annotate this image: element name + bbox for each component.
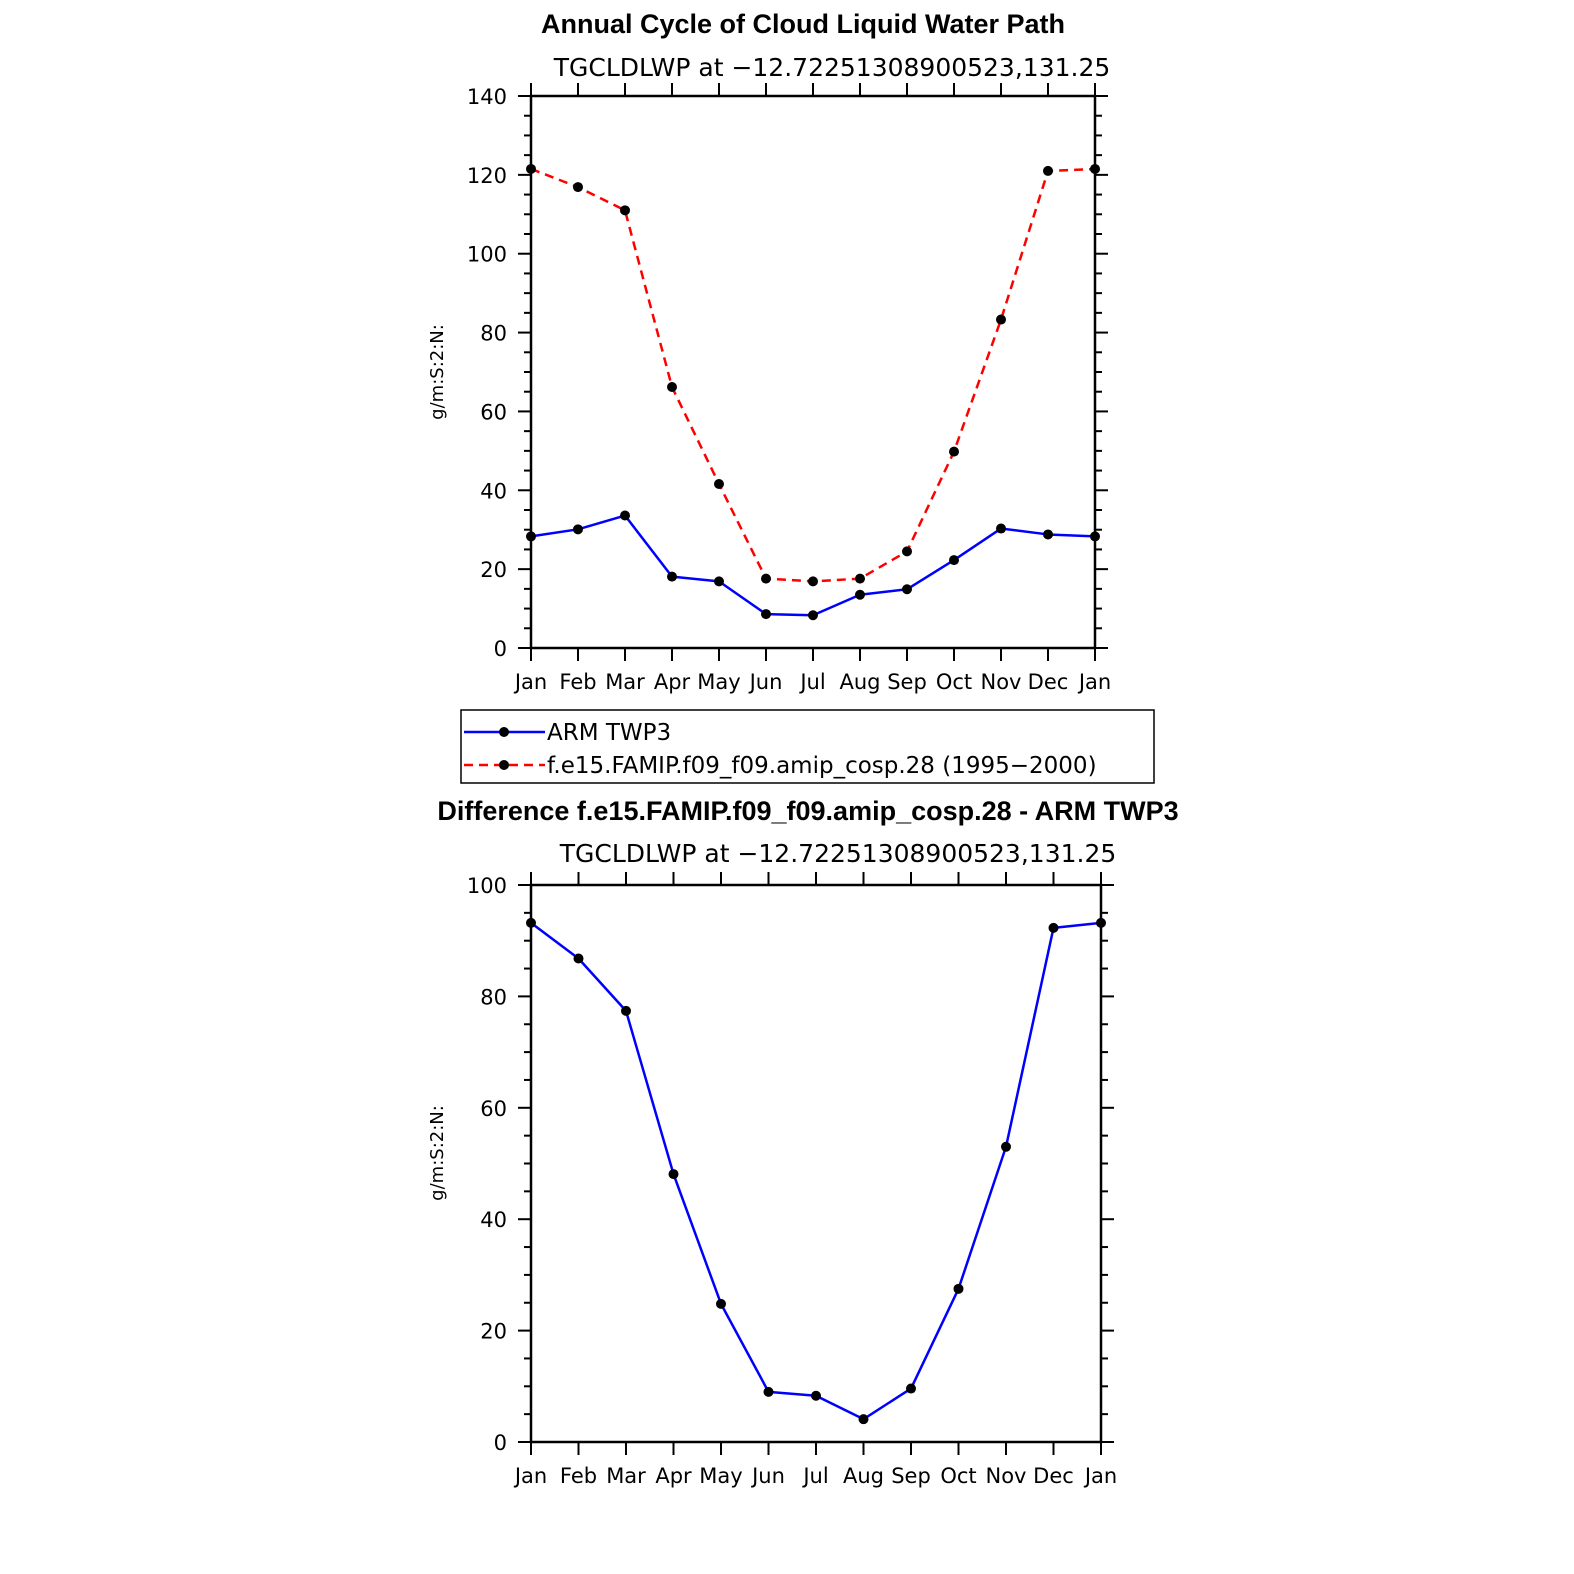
- series-0-point: [1043, 529, 1053, 540]
- x-tick-label: Jul: [801, 1464, 828, 1488]
- series-0-point: [906, 1383, 916, 1394]
- series-0-point: [811, 1390, 821, 1401]
- x-tick-label: Apr: [655, 1464, 692, 1488]
- y-tick-label: 20: [480, 558, 507, 582]
- x-tick-label: Feb: [559, 670, 596, 694]
- series-0-point: [953, 1283, 964, 1294]
- difference-chart: Difference f.e15.FAMIP.f09_f09.amip_cosp…: [427, 796, 1179, 1488]
- y-tick-label: 40: [480, 479, 507, 503]
- series-1-point: [949, 446, 959, 457]
- x-tick-label: Jan: [513, 670, 547, 694]
- x-tick-label: Mar: [605, 670, 645, 694]
- series-0-point: [716, 1298, 726, 1309]
- x-tick-label: Jan: [1083, 1464, 1117, 1488]
- series-0-point: [855, 589, 865, 600]
- legend-marker-arm-twp3: [499, 727, 509, 737]
- y-tick-label: 100: [467, 874, 507, 898]
- series-1-point: [573, 182, 583, 193]
- series-0-point: [573, 524, 583, 535]
- legend-marker-model: [499, 760, 509, 770]
- series-0-point: [667, 571, 677, 582]
- series-0-point: [1048, 922, 1059, 933]
- series-line-0: [530, 921, 1102, 1421]
- series-1-point: [855, 573, 865, 584]
- legend-label-arm-twp3: ARM TWP3: [547, 720, 671, 746]
- plot-frame: [529, 883, 1103, 1444]
- y-tick-label: 60: [480, 1097, 507, 1121]
- y-tick-label: 140: [467, 85, 507, 109]
- series-1-point: [667, 381, 677, 392]
- y-tick-label: 0: [494, 1431, 507, 1455]
- chart-title: Difference f.e15.FAMIP.f09_f09.amip_cosp…: [437, 796, 1178, 826]
- x-tick-label: Mar: [606, 1464, 646, 1488]
- y-tick-label: 80: [480, 322, 507, 346]
- x-tick-label: Aug: [843, 1464, 884, 1488]
- series-1-point: [714, 478, 724, 489]
- x-tick-label: Sep: [891, 1464, 931, 1488]
- series-1-point: [808, 576, 818, 587]
- y-tick-label: 80: [480, 985, 507, 1009]
- series-0-point: [1001, 1141, 1011, 1152]
- y-axis-label: g/m:S:2:N:: [427, 324, 448, 420]
- series-0-point: [808, 610, 818, 621]
- y-tick-label: 60: [480, 400, 507, 424]
- y-tick-label: 20: [480, 1320, 507, 1344]
- x-tick-label: Sep: [887, 670, 927, 694]
- chart-subtitle: TGCLDLWP at −12.72251308900523,131.25: [553, 53, 1111, 82]
- y-tick-label: 100: [467, 243, 507, 267]
- legend-item-arm-twp3: ARM TWP3: [464, 720, 671, 746]
- x-tick-label: Apr: [654, 670, 691, 694]
- series-0-point: [763, 1386, 774, 1397]
- series-1-point: [1043, 165, 1053, 176]
- series-1-point: [761, 573, 771, 584]
- series-0-point: [668, 1169, 679, 1180]
- x-tick-label: May: [699, 1464, 742, 1488]
- x-tick-label: Jan: [513, 1464, 547, 1488]
- x-tick-label: Jan: [1077, 670, 1111, 694]
- legend: ARM TWP3 f.e15.FAMIP.f09_f09.amip_cosp.2…: [460, 709, 1155, 784]
- series-line-0: [530, 514, 1096, 617]
- x-tick-label: Nov: [986, 1464, 1027, 1488]
- x-tick-label: Oct: [940, 1464, 976, 1488]
- y-axis-label: g/m:S:2:N:: [427, 1105, 448, 1201]
- x-tick-label: Jun: [748, 670, 783, 694]
- series-1-point: [620, 205, 630, 216]
- series-1-point: [902, 546, 912, 557]
- legend-label-model: f.e15.FAMIP.f09_f09.amip_cosp.28 (1995−2…: [547, 753, 1097, 779]
- legend-box: [460, 709, 1155, 784]
- series-0-point: [714, 576, 724, 587]
- chart-subtitle: TGCLDLWP at −12.72251308900523,131.25: [559, 839, 1117, 868]
- series-1-point: [996, 314, 1006, 325]
- series-0-point: [949, 555, 959, 566]
- series-0-point: [621, 1005, 631, 1016]
- annual-cycle-chart: Annual Cycle of Cloud Liquid Water Path …: [427, 9, 1111, 694]
- x-tick-label: Aug: [839, 670, 880, 694]
- y-tick-label: 40: [480, 1208, 507, 1232]
- y-tick-label: 120: [467, 164, 507, 188]
- x-tick-label: Nov: [981, 670, 1022, 694]
- x-tick-label: Jul: [798, 670, 825, 694]
- legend-item-model: f.e15.FAMIP.f09_f09.amip_cosp.28 (1995−2…: [464, 753, 1097, 779]
- y-tick-label: 0: [494, 637, 507, 661]
- series-0-point: [996, 523, 1006, 534]
- x-tick-label: May: [697, 670, 740, 694]
- x-tick-label: Dec: [1033, 1464, 1074, 1488]
- series-0-point: [620, 510, 630, 521]
- series-0-point: [573, 953, 584, 964]
- series-0-point: [902, 584, 912, 595]
- plot-frame: [529, 94, 1097, 650]
- series-0-point: [858, 1414, 869, 1425]
- x-tick-label: Jun: [750, 1464, 785, 1488]
- x-tick-label: Dec: [1028, 670, 1069, 694]
- x-tick-label: Oct: [936, 670, 972, 694]
- series-0-point: [761, 609, 771, 620]
- chart-title: Annual Cycle of Cloud Liquid Water Path: [541, 9, 1065, 39]
- x-tick-label: Feb: [560, 1464, 597, 1488]
